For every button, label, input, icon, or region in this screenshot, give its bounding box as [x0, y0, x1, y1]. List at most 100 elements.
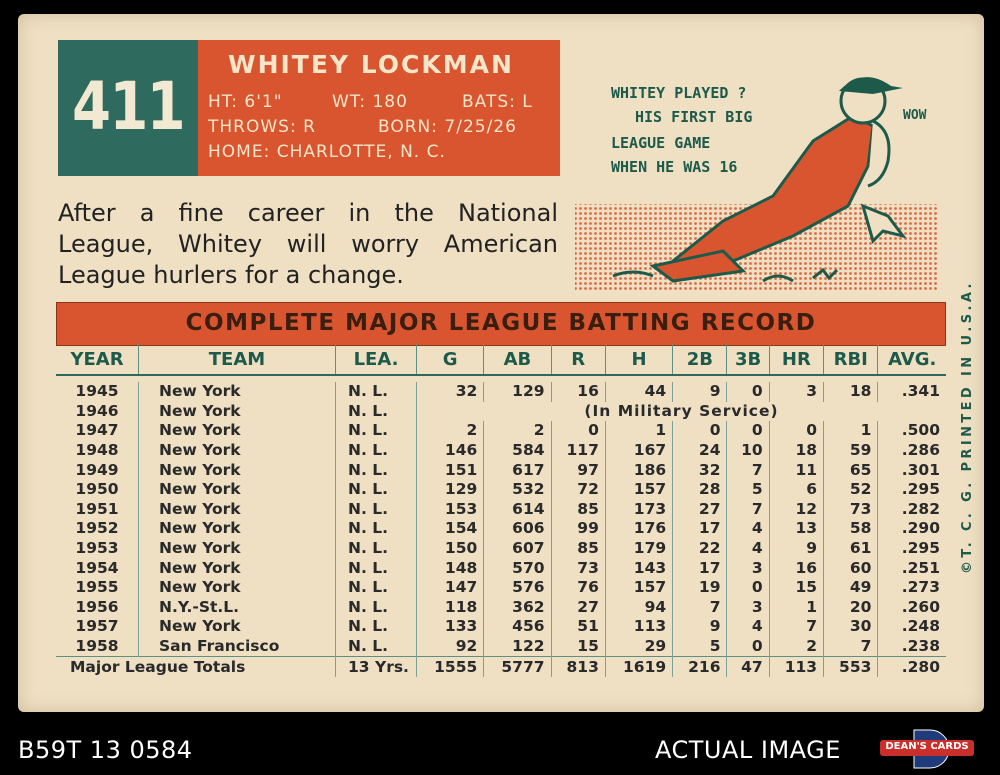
cell-b3: 4: [726, 538, 770, 559]
cell-lea: N. L.: [335, 401, 417, 422]
table-row: 1956 N.Y.-St.L. N. L. 118 362 27 94 7 3 1 20.260: [56, 597, 946, 618]
logo-text: DEAN'S CARDS: [885, 741, 969, 752]
cell-team: New York: [138, 440, 336, 461]
header-hr: HR: [768, 344, 824, 376]
cell-b2: 17: [672, 519, 727, 539]
cell-rbi: 59: [823, 440, 878, 461]
cell-ab: 617: [483, 460, 552, 480]
cell-team: New York: [138, 421, 336, 441]
header-r: R: [550, 344, 606, 376]
cell-avg: .295: [877, 479, 946, 500]
cell-hr: 0: [768, 421, 824, 441]
totals-h: 1619: [604, 656, 673, 677]
cell-team: N.Y.-St.L.: [138, 597, 336, 618]
cell-b2: 9: [672, 617, 727, 637]
cell-team: New York: [138, 401, 336, 422]
cartoon-line-2: HIS FIRST BIG: [635, 108, 753, 126]
cell-r: 85: [550, 538, 606, 559]
cell-lea: N. L.: [335, 421, 417, 441]
cell-team: San Francisco: [138, 636, 336, 657]
batting-record-table: YEAR TEAM LEA. G AB R H 2B 3B HR RBI AVG…: [56, 344, 946, 677]
cell-year: 1946: [75, 401, 119, 420]
cell-year: 1949: [75, 460, 119, 479]
cell-year: 1947: [75, 421, 119, 440]
card-number: 411: [71, 68, 186, 145]
cell-b3: 3: [726, 558, 770, 578]
cell-ab: 532: [483, 479, 552, 500]
stats-banner: COMPLETE MAJOR LEAGUE BATTING RECORD: [56, 302, 946, 346]
cell-g: 92: [415, 636, 484, 657]
cell-year: 1954: [75, 558, 119, 577]
table-row: 1948 New York N. L. 146 584 117 167 24 10 18 59.28…: [56, 440, 946, 461]
cell-hr: 6: [768, 479, 824, 500]
header-year: YEAR: [56, 344, 139, 376]
cell-ab: 2: [483, 421, 552, 441]
cell-h: 176: [604, 519, 673, 539]
totals-row: Major League Totals 13 Yrs. 1555 5777 813 161…: [56, 656, 946, 677]
cell-h: 157: [604, 577, 673, 598]
cell-h: 29: [604, 636, 673, 657]
cell-rbi: 30: [823, 617, 878, 637]
cartoon-line-4: WHEN HE WAS 16: [611, 158, 738, 176]
cell-r: 99: [550, 519, 606, 539]
cell-avg: .341: [877, 382, 946, 402]
cell-year: 1952: [75, 519, 119, 538]
cell-lea: N. L.: [335, 479, 417, 500]
cell-r: 76: [550, 577, 606, 598]
cell-b3: 7: [726, 460, 770, 480]
cell-b2: 24: [672, 440, 727, 461]
cell-r: 51: [550, 617, 606, 637]
header-lea: LEA.: [335, 344, 417, 376]
cell-rbi: 52: [823, 479, 878, 500]
cartoon-illustration: [575, 77, 939, 292]
totals-ab: 5777: [483, 656, 552, 677]
copyright-text: ©T. C. G. PRINTED IN U.S.A.: [960, 280, 975, 574]
cell-ab: 122: [483, 636, 552, 657]
cell-rbi: 60: [823, 558, 878, 578]
hometown: HOME: CHARLOTTE, N. C.: [208, 142, 446, 162]
cell-note: (In Military Service): [416, 401, 946, 422]
cell-avg: .295: [877, 538, 946, 559]
cell-lea: N. L.: [335, 519, 417, 539]
totals-b3: 47: [726, 656, 770, 677]
table-row: 1950 New York N. L. 129 532 72 157 28 5 6 52.295: [56, 479, 946, 500]
cell-b3: 0: [726, 577, 770, 598]
card-number-box: 411: [58, 40, 198, 176]
totals-b2: 216: [672, 656, 727, 677]
cell-lea: N. L.: [335, 499, 417, 520]
cell-hr: 7: [768, 617, 824, 637]
table-row: 1958 San Francisco N. L. 92 122 15 29 5 0 2 7.238: [56, 636, 946, 657]
cell-avg: .286: [877, 440, 946, 461]
cell-team: New York: [138, 538, 336, 559]
cell-ab: 129: [483, 382, 552, 402]
cell-rbi: 20: [823, 597, 878, 618]
cell-g: 153: [415, 499, 484, 520]
cartoon: WHITEY PLAYED ? HIS FIRST BIG LEAGUE GAM…: [573, 46, 943, 292]
cell-year: 1945: [75, 382, 119, 401]
cell-ab: 570: [483, 558, 552, 578]
table-row: 1953 New York N. L. 150 607 85 179 22 4 9 61.295: [56, 538, 946, 559]
cell-lea: N. L.: [335, 440, 417, 461]
cell-ab: 584: [483, 440, 552, 461]
header-avg: AVG.: [877, 344, 946, 376]
player-bio: After a fine career in the National Leag…: [58, 199, 558, 289]
cell-rbi: 58: [823, 519, 878, 539]
cell-hr: 9: [768, 538, 824, 559]
cell-team: New York: [138, 617, 336, 637]
cell-lea: N. L.: [335, 577, 417, 598]
table-row: 1945 New York N. L. 32 129 16 44 9 0 3 18.341: [56, 382, 946, 402]
header-3b: 3B: [726, 344, 770, 376]
table-body: 1945 New York N. L. 32 129 16 44 9 0 3 18.341 1946 N…: [56, 375, 946, 677]
totals-label: Major League Totals: [56, 656, 336, 677]
cell-avg: .282: [877, 499, 946, 520]
cell-avg: .290: [877, 519, 946, 539]
height: HT: 6'1": [208, 92, 283, 112]
stats-banner-title: COMPLETE MAJOR LEAGUE BATTING RECORD: [185, 310, 817, 336]
cell-r: 27: [550, 597, 606, 618]
cell-rbi: 61: [823, 538, 878, 559]
baseball-card-back: 411 WHITEY LOCKMAN HT: 6'1" WT: 180 BATS…: [18, 14, 984, 712]
cell-rbi: 49: [823, 577, 878, 598]
cell-year: 1957: [75, 617, 119, 636]
cell-avg: .260: [877, 597, 946, 618]
cell-hr: 11: [768, 460, 824, 480]
